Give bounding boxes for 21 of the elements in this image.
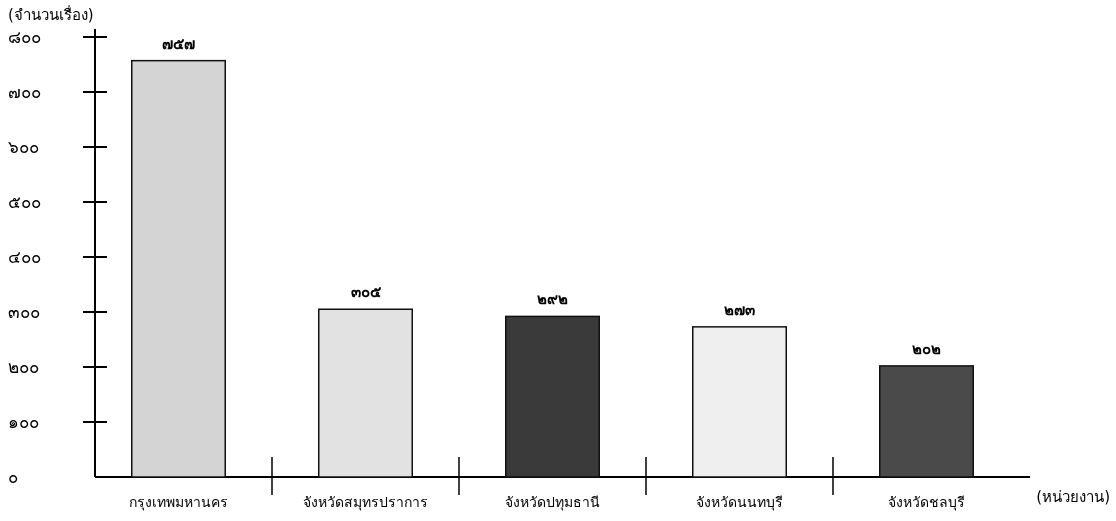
y-tick-label: ๐ bbox=[8, 467, 18, 487]
y-tick-label: ๑๐๐ bbox=[8, 412, 39, 432]
data-label: ๒๐๒ bbox=[912, 339, 941, 358]
x-tick-label: จังหวัดสมุทรปราการ bbox=[303, 494, 428, 511]
data-label: ๗๕๗ bbox=[162, 34, 195, 53]
x-tick-label: จังหวัดนนทบุรี bbox=[696, 494, 783, 511]
x-tick-label: จังหวัดชลบุรี bbox=[888, 494, 965, 511]
y-tick-label: ๖๐๐ bbox=[8, 137, 39, 157]
y-tick-label: ๕๐๐ bbox=[8, 192, 41, 212]
x-tick-label: กรุงเทพมหานคร bbox=[129, 494, 228, 511]
y-tick-label: ๔๐๐ bbox=[8, 247, 41, 267]
y-tick-label: ๓๐๐ bbox=[8, 302, 40, 322]
y-tick-label: ๒๐๐ bbox=[8, 357, 39, 377]
x-tick-label: จังหวัดปทุมธานี bbox=[505, 494, 600, 511]
data-label: ๒๙๒ bbox=[537, 290, 568, 309]
y-tick-label: ๗๐๐ bbox=[8, 82, 41, 102]
x-axis-title: (หน่วยงาน) bbox=[1036, 488, 1110, 506]
data-label: ๒๗๓ bbox=[724, 300, 755, 319]
data-label: ๓๐๕ bbox=[350, 283, 382, 302]
y-axis-title: (จำนวนเรื่อง) bbox=[8, 4, 94, 24]
y-tick-label: ๘๐๐ bbox=[8, 27, 41, 47]
